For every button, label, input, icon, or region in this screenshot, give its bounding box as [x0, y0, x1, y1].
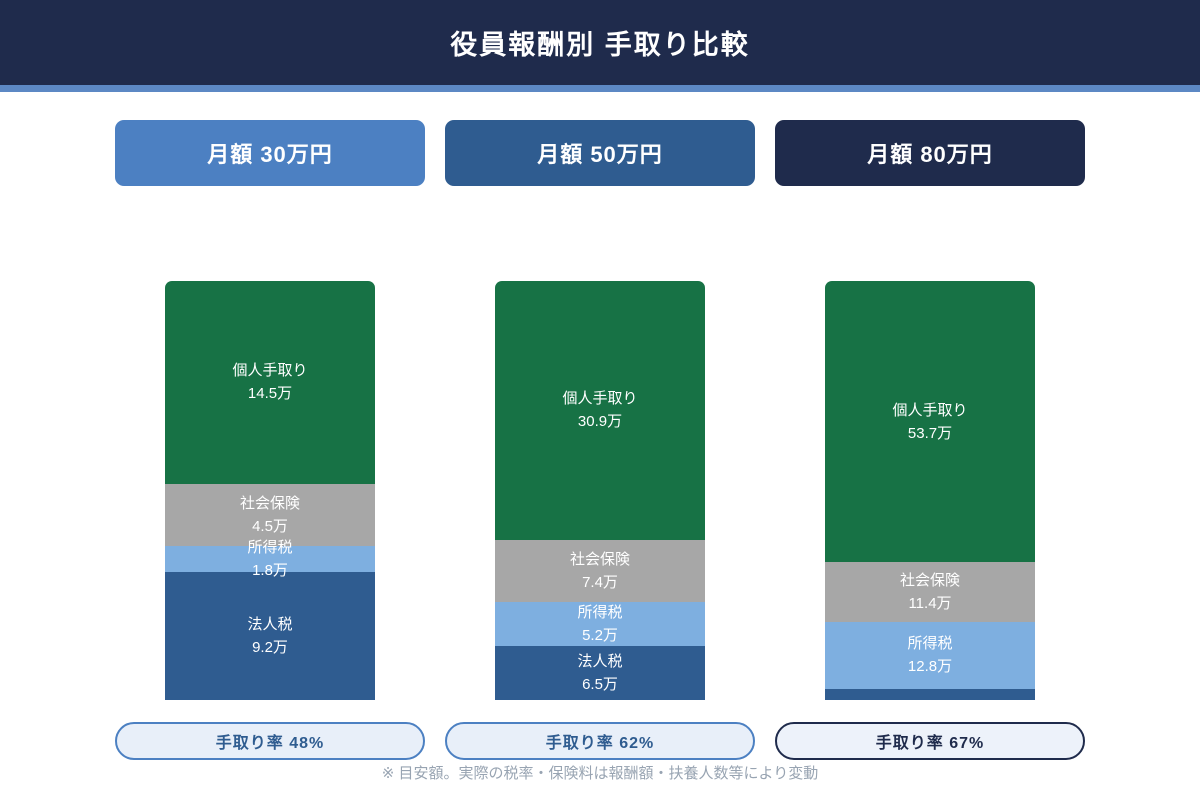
segment-value: 4.5万 [252, 517, 288, 535]
column-header-monthly-50: 月額 50万円 [445, 120, 755, 186]
stacked-bar-monthly-80: 個人手取り 53.7万 社会保険 11.4万 所得税 12.8万 [825, 281, 1035, 700]
segment-value: 6.5万 [582, 675, 618, 693]
segment-name: 社会保険 [239, 494, 300, 512]
bar-segment-corporate-tax: 法人税 6.5万 [495, 645, 705, 700]
segment-name: 法人税 [577, 652, 623, 670]
segment-name: 個人手取り [562, 390, 638, 408]
bar-segment-income-tax: 所得税 12.8万 [825, 621, 1035, 689]
header-bar: 役員報酬別 手取り比較 [0, 0, 1200, 85]
header-accent-line [0, 85, 1200, 92]
segment-value: 9.2万 [252, 638, 288, 656]
stacked-bar-monthly-30: 個人手取り 14.5万 社会保険 4.5万 所得税 1.8万 法人税 9.2万 [165, 281, 375, 700]
segment-name: 個人手取り [232, 362, 308, 380]
bar-segment-income-tax: 所得税 5.2万 [495, 601, 705, 646]
column-headers-row: 月額 30万円 月額 50万円 月額 80万円 [115, 120, 1085, 186]
segment-name: 社会保険 [569, 550, 630, 568]
segment-name: 所得税 [907, 635, 953, 653]
segment-value: 1.8万 [252, 561, 288, 579]
bar-segment-takehome: 個人手取り 30.9万 [495, 281, 705, 540]
bar-segment-takehome: 個人手取り 53.7万 [825, 281, 1035, 563]
segment-name: 個人手取り [892, 401, 968, 419]
bar-column-monthly-30: 個人手取り 14.5万 社会保険 4.5万 所得税 1.8万 法人税 9.2万 [115, 281, 425, 700]
bar-segment-social-insurance: 社会保険 7.4万 [495, 539, 705, 602]
segment-value: 14.5万 [247, 385, 293, 403]
takehome-rate-monthly-30: 手取り率 48% [115, 722, 425, 760]
bar-column-monthly-50: 個人手取り 30.9万 社会保険 7.4万 所得税 5.2万 法人税 6.5万 [445, 281, 755, 700]
footnote: ※ 目安額。実際の税率・保険料は報酬額・扶養人数等により変動 [381, 765, 819, 782]
segment-value: 7.4万 [582, 573, 618, 591]
bar-segment-social-insurance: 社会保険 11.4万 [825, 562, 1035, 622]
bar-column-monthly-80: 個人手取り 53.7万 社会保険 11.4万 所得税 12.8万 [775, 281, 1085, 700]
stacked-bar-chart: 個人手取り 14.5万 社会保険 4.5万 所得税 1.8万 法人税 9.2万 [115, 281, 1085, 700]
segment-value: 53.7万 [907, 424, 953, 442]
stacked-bar-monthly-50: 個人手取り 30.9万 社会保険 7.4万 所得税 5.2万 法人税 6.5万 [495, 281, 705, 700]
takehome-rate-monthly-50: 手取り率 62% [445, 722, 755, 760]
bar-segment-corporate-tax: 法人税 9.2万 [165, 571, 375, 700]
bar-segment-takehome: 個人手取り 14.5万 [165, 281, 375, 484]
segment-value: 11.4万 [908, 595, 952, 613]
segment-value: 30.9万 [577, 413, 623, 431]
segment-name: 社会保険 [899, 572, 960, 590]
bar-segment-income-tax: 所得税 1.8万 [165, 539, 375, 579]
segment-name: 法人税 [247, 615, 293, 633]
page-title: 役員報酬別 手取り比較 [450, 30, 750, 60]
takehome-rate-row: 手取り率 48% 手取り率 62% 手取り率 67% [115, 722, 1085, 760]
segment-value: 12.8万 [907, 658, 953, 676]
bar-segment-corporate-tax [825, 689, 1035, 700]
segment-name: 所得税 [577, 603, 623, 621]
column-header-monthly-80: 月額 80万円 [775, 120, 1085, 186]
segment-value: 5.2万 [582, 626, 618, 644]
column-header-monthly-30: 月額 30万円 [115, 120, 425, 186]
bar-segment-social-insurance: 社会保険 4.5万 [165, 483, 375, 547]
segment-name: 所得税 [247, 538, 293, 556]
takehome-rate-monthly-80: 手取り率 67% [775, 722, 1085, 760]
